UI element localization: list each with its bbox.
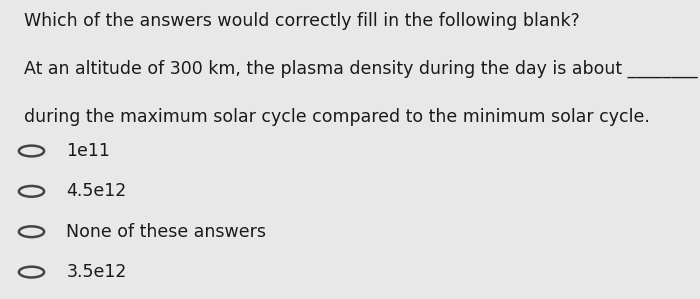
- Text: 3.5e12: 3.5e12: [66, 263, 127, 281]
- Text: At an altitude of 300 km, the plasma density during the day is about ________  m: At an altitude of 300 km, the plasma den…: [25, 60, 700, 78]
- Text: Which of the answers would correctly fill in the following blank?: Which of the answers would correctly fil…: [25, 12, 580, 30]
- Text: None of these answers: None of these answers: [66, 223, 267, 241]
- Text: 4.5e12: 4.5e12: [66, 182, 127, 200]
- Text: during the maximum solar cycle compared to the minimum solar cycle.: during the maximum solar cycle compared …: [25, 108, 650, 126]
- Text: 1e11: 1e11: [66, 142, 111, 160]
